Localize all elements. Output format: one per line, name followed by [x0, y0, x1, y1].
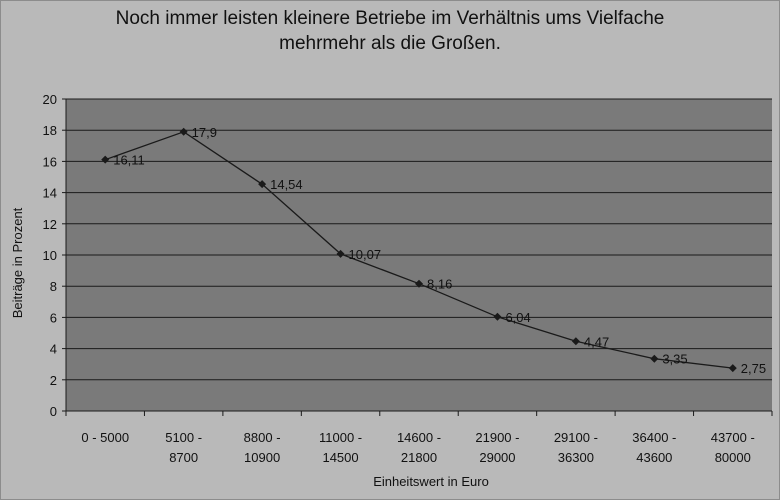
x-tick-label: 10900: [244, 450, 280, 465]
data-point: [101, 155, 110, 164]
data-point: [179, 127, 188, 136]
x-tick-label: 21900 -: [475, 430, 519, 445]
y-tick-label: 0: [50, 404, 57, 419]
data-point: [650, 354, 659, 363]
data-point: [415, 279, 423, 288]
data-labels: 16,11 17,9 14,54 10,07 8,16 6,04 4,47 3,35 2,75: [113, 125, 766, 376]
data-label: 3,35: [662, 352, 687, 367]
y-tick-label: 16: [43, 154, 57, 169]
x-tick-label: 5100 -: [165, 430, 202, 445]
axes: [62, 98, 773, 416]
x-tick-label: 0 - 5000: [81, 430, 129, 445]
x-tick-label: 29000: [479, 450, 515, 465]
y-tick-label: 8: [50, 279, 57, 294]
y-tick-label: 20: [43, 92, 57, 107]
data-label: 10,07: [349, 247, 382, 262]
x-tick-label: 43700 -: [711, 430, 755, 445]
gridlines: [66, 98, 772, 381]
data-label: 4,47: [584, 334, 609, 349]
y-tick-label: 14: [43, 186, 57, 201]
chart-title-line-2: mehrmehr als die Großen.: [279, 33, 501, 54]
tick-labels: 0 2 4 6 8 10 12 14 16 18 20 0 - 5000 5100 - 8700 8800 …: [43, 92, 755, 465]
y-tick-label: 2: [50, 373, 57, 388]
data-point: [571, 337, 580, 346]
data-label: 16,11: [113, 153, 145, 168]
y-tick-label: 10: [43, 248, 57, 263]
data-markers: [101, 127, 737, 373]
x-axis-title: Einheitswert in Euro: [373, 474, 489, 489]
x-tick-label: 36400 -: [632, 430, 676, 445]
x-tick-label: 14500: [322, 450, 358, 465]
x-tick-label: 21800: [401, 450, 437, 465]
data-label: 17,9: [192, 125, 217, 140]
y-tick-label: 6: [50, 310, 57, 325]
data-point: [728, 364, 737, 373]
x-tick-label: 14600 -: [397, 430, 441, 445]
data-point: [258, 180, 267, 189]
data-point: [336, 249, 345, 258]
data-label: 2,75: [741, 361, 766, 376]
data-label: 14,54: [270, 177, 303, 192]
x-tick-label: 36300: [558, 450, 594, 465]
x-tick-label: 8700: [169, 450, 198, 465]
x-tick-label: 43600: [636, 450, 672, 465]
data-label: 6,04: [505, 310, 530, 325]
chart-title-line-1: Noch immer leisten kleinere Betriebe im …: [115, 8, 665, 29]
y-axis-title: Beiträge in Prozent: [10, 207, 25, 318]
x-tick-label: 11000 -: [319, 430, 362, 445]
x-tick-label: 8800 -: [244, 430, 281, 445]
data-point: [493, 312, 502, 321]
data-label: 8,16: [427, 277, 452, 292]
y-tick-label: 4: [50, 342, 57, 357]
x-tick-label: 80000: [715, 450, 751, 465]
y-tick-label: 18: [43, 123, 57, 138]
x-tick-label: 29100 -: [554, 430, 598, 445]
y-tick-label: 12: [43, 217, 57, 232]
chart-title: Noch immer leisten kleinere Betriebe im …: [0, 6, 780, 56]
